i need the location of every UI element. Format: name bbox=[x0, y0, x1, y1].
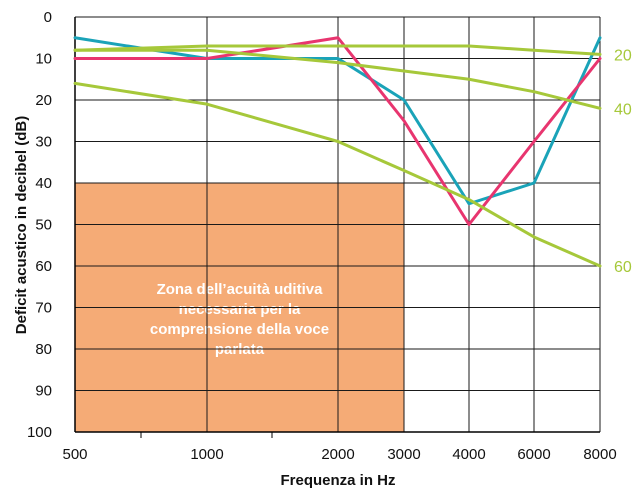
series-layer bbox=[73, 36, 602, 268]
y-tick-label: 80 bbox=[35, 341, 52, 358]
y-tick-label: 50 bbox=[35, 217, 52, 234]
series-line-2 bbox=[73, 44, 602, 56]
x-tick-label: 2000 bbox=[321, 446, 354, 463]
x-axis-title: Frequenza in Hz bbox=[280, 472, 395, 489]
curve-label-60: 60 bbox=[614, 259, 632, 276]
y-tick-label: 10 bbox=[35, 51, 52, 68]
series-line-4 bbox=[73, 81, 602, 268]
curve-label-40: 40 bbox=[614, 101, 632, 118]
hearing-zone-label-line: necessaria per la bbox=[179, 301, 301, 318]
series-line-1 bbox=[73, 36, 602, 226]
y-tick-label: 40 bbox=[35, 175, 52, 192]
hearing-zone-label-line: comprensione della voce bbox=[150, 321, 329, 338]
series-line-3 bbox=[73, 48, 602, 110]
x-tick-label: 1000 bbox=[190, 446, 223, 463]
y-tick-label: 70 bbox=[35, 300, 52, 317]
x-tick-label: 6000 bbox=[517, 446, 550, 463]
y-tick-label: 0 bbox=[44, 9, 52, 26]
hearing-zone-label-line: Zona dell’acuità uditiva bbox=[157, 281, 324, 298]
y-tick-label: 100 bbox=[27, 424, 52, 441]
curve-label-20: 20 bbox=[614, 47, 632, 64]
y-tick-label: 20 bbox=[35, 92, 52, 109]
curve-labels: 20 40 60 bbox=[614, 47, 632, 276]
x-tick-label: 4000 bbox=[452, 446, 485, 463]
x-tick-label: 3000 bbox=[387, 446, 420, 463]
y-tick-label: 90 bbox=[35, 383, 52, 400]
x-tick-label: 8000 bbox=[583, 446, 616, 463]
x-axis-ticks: 500 1000 2000 3000 4000 6000 8000 bbox=[62, 446, 616, 463]
y-axis-ticks: 0 10 20 30 40 50 60 70 80 90 100 bbox=[27, 9, 52, 441]
y-axis-title: Deficit acustico in decibel (dB) bbox=[13, 116, 30, 334]
y-tick-label: 60 bbox=[35, 258, 52, 275]
x-tick-label: 500 bbox=[62, 446, 87, 463]
y-tick-label: 30 bbox=[35, 134, 52, 151]
